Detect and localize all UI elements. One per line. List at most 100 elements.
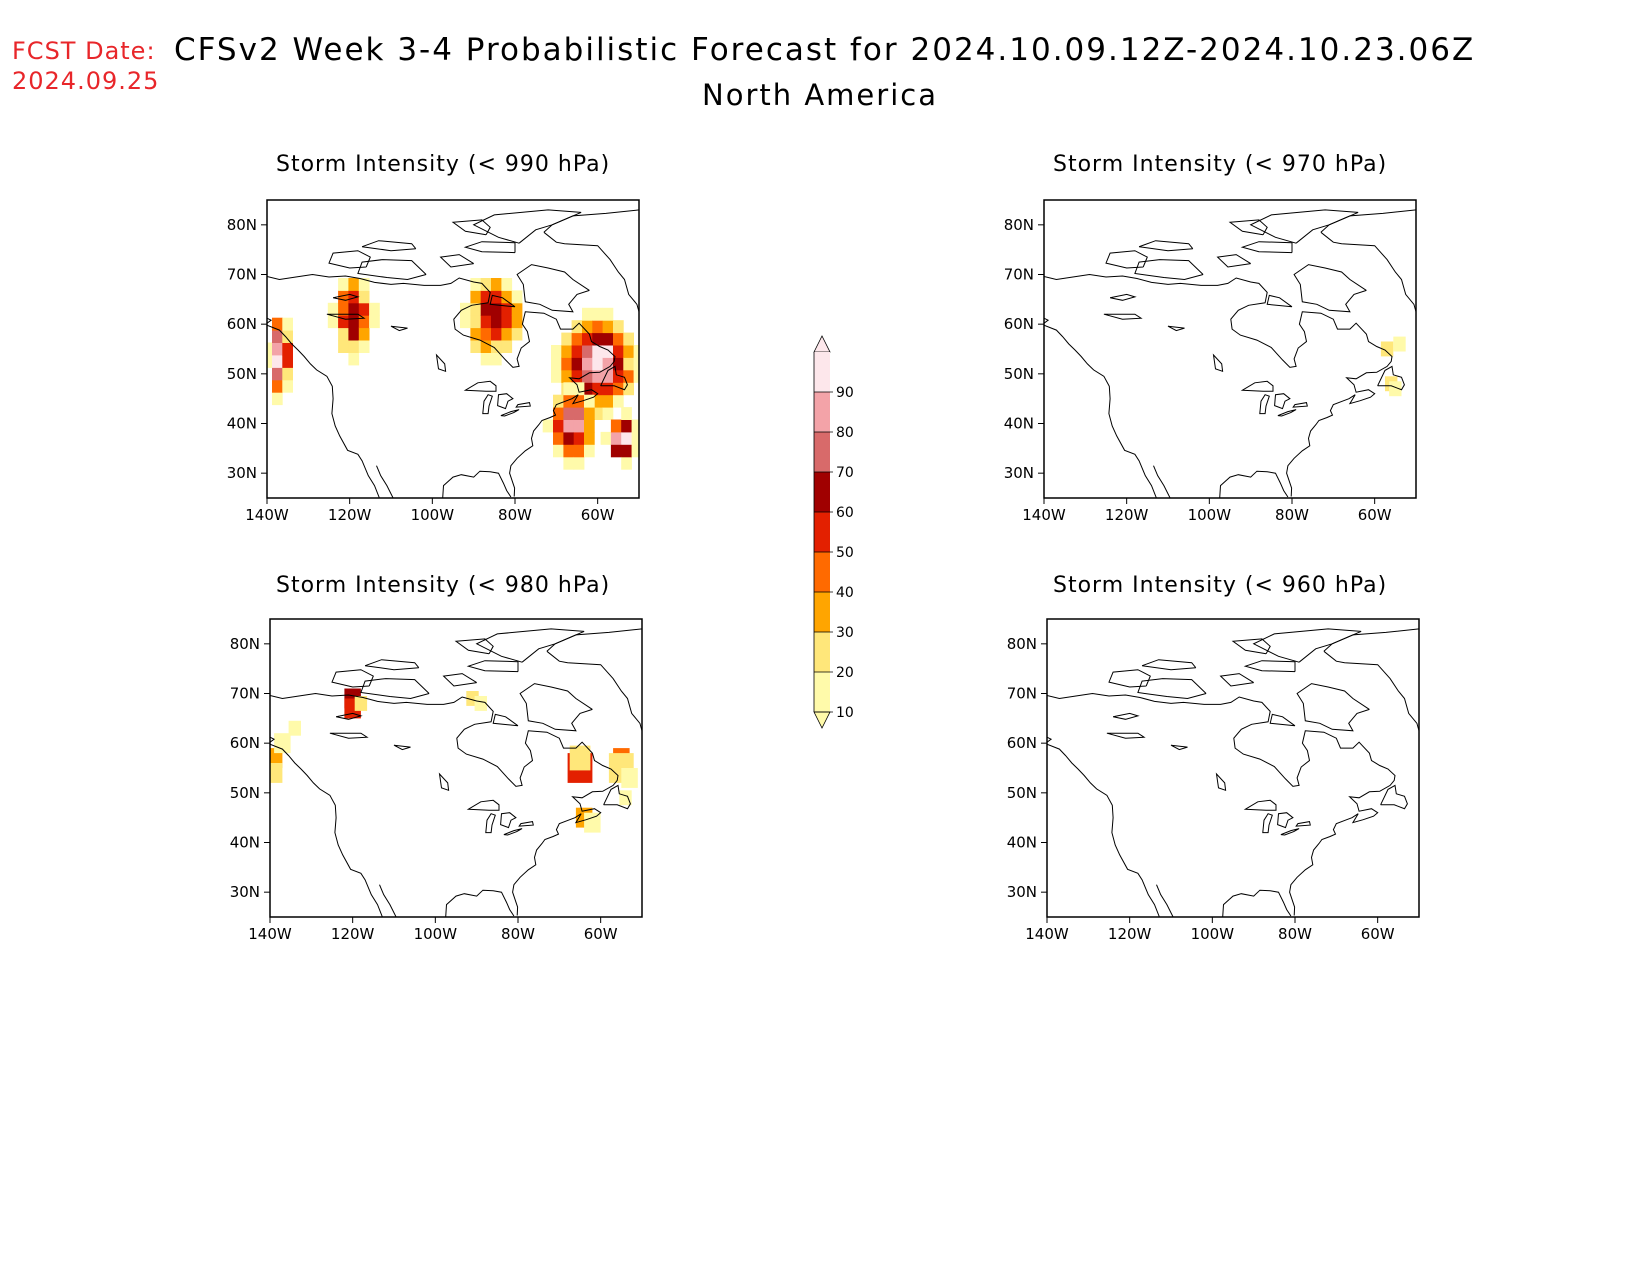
coastline [1044,317,1050,324]
lake-outline [485,813,496,834]
coastline [472,209,582,244]
colorbar-segment [814,392,830,432]
probability-cell [573,444,585,458]
coastline [1266,294,1293,308]
lake-outline [390,325,408,332]
lat-label: 80N [230,635,260,653]
lake-outline [1215,772,1227,792]
probability-cell [480,340,492,353]
coastline [361,240,417,252]
lat-label: 50N [227,365,257,383]
coastline [1222,889,1292,917]
probability-cell [584,812,601,833]
probability-cell [553,444,564,458]
probability-cell [602,320,614,334]
probability-cell [282,317,293,331]
probability-cell [571,320,583,334]
colorbar-label: 60 [836,505,854,521]
coastline [1216,254,1251,268]
probability-cell [592,307,603,321]
colorbar-cap-top [813,335,831,353]
probability-cell [501,327,513,341]
probability-cell [511,302,523,316]
lake-outline [1277,409,1297,417]
probability-cell [553,431,564,445]
coastline [1044,324,1157,498]
probability-cell [272,379,283,393]
lake-outline [1103,313,1143,320]
probability-cell [272,317,283,331]
probability-cell [571,357,583,371]
panel-title-990: Storm Intensity (< 990 hPa) [276,152,611,177]
lake-outline [1259,394,1270,415]
probability-cell [582,307,593,321]
probability-cell [553,394,564,408]
probability-cell [621,431,632,445]
probability-cell [610,419,622,433]
probability-cell [623,369,634,383]
probability-cell [348,340,360,353]
coastline [519,683,593,732]
probability-cell [613,394,624,408]
probability-cell [348,302,360,316]
fcst-date-label: FCST Date: [12,37,156,65]
probability-cell [582,357,593,371]
coastline [1380,784,1408,810]
probability-cell [282,367,293,381]
coastline [1047,743,1160,917]
probability-cell [573,456,585,470]
probability-cell [282,355,293,368]
coastline [1243,660,1296,673]
coastline [1293,264,1367,313]
probability-cell [551,369,562,383]
colorbar-segment [814,672,830,712]
coastline [442,470,512,498]
lon-label: 140W [245,506,289,524]
lon-label: 100W [1191,925,1235,943]
coastlines [270,628,642,917]
lake-outline [1277,812,1294,829]
map-panel-960: 80N 70N 60N 50N 40N 30N 140W 120W 100W 80W 60W [1007,618,1420,943]
lat-label: 30N [1007,883,1037,901]
probability-cell [480,327,492,341]
probability-cell [613,369,624,383]
lon-label: 60W [1361,925,1395,943]
lat-label: 60N [1007,734,1037,752]
lat-label: 60N [230,734,260,752]
coastline [454,638,494,655]
lake-outline [1212,353,1224,373]
map-panel-990: 80N 70N 60N 50N 40N 30N 140W 120W 100W 80W 60W [227,199,640,524]
probability-cell [501,278,513,291]
probability-cell [480,290,492,304]
probability-cell [610,444,622,458]
probability-cell [621,407,632,420]
probability-cell [623,332,634,346]
coastline [451,219,491,236]
lat-label: 40N [227,415,257,433]
coastline [1047,736,1053,743]
lon-label: 60W [1358,506,1392,524]
probability-cell [561,332,572,346]
probability-cell [491,352,502,366]
lake-outline [1292,402,1308,408]
lon-label: 120W [1108,925,1152,943]
coastline [1047,692,1396,916]
coastline [1249,209,1359,244]
probability-cell [491,327,502,341]
probability-cell [571,332,583,346]
lake-outline [326,313,366,320]
probability-cell [592,369,603,383]
probability-cell [561,369,572,383]
probability-cell [491,340,502,353]
colorbar-label: 40 [836,585,854,601]
probability-cell [592,407,603,420]
probability-cell [1393,336,1406,352]
probability-cell [631,431,639,445]
probability-cell [288,720,301,736]
panel-title-980: Storm Intensity (< 980 hPa) [276,573,611,598]
probability-cell [369,302,380,316]
coastline [1153,465,1171,498]
probability-cell [592,394,603,408]
coastline [1377,365,1405,391]
probability-cell [631,419,639,433]
